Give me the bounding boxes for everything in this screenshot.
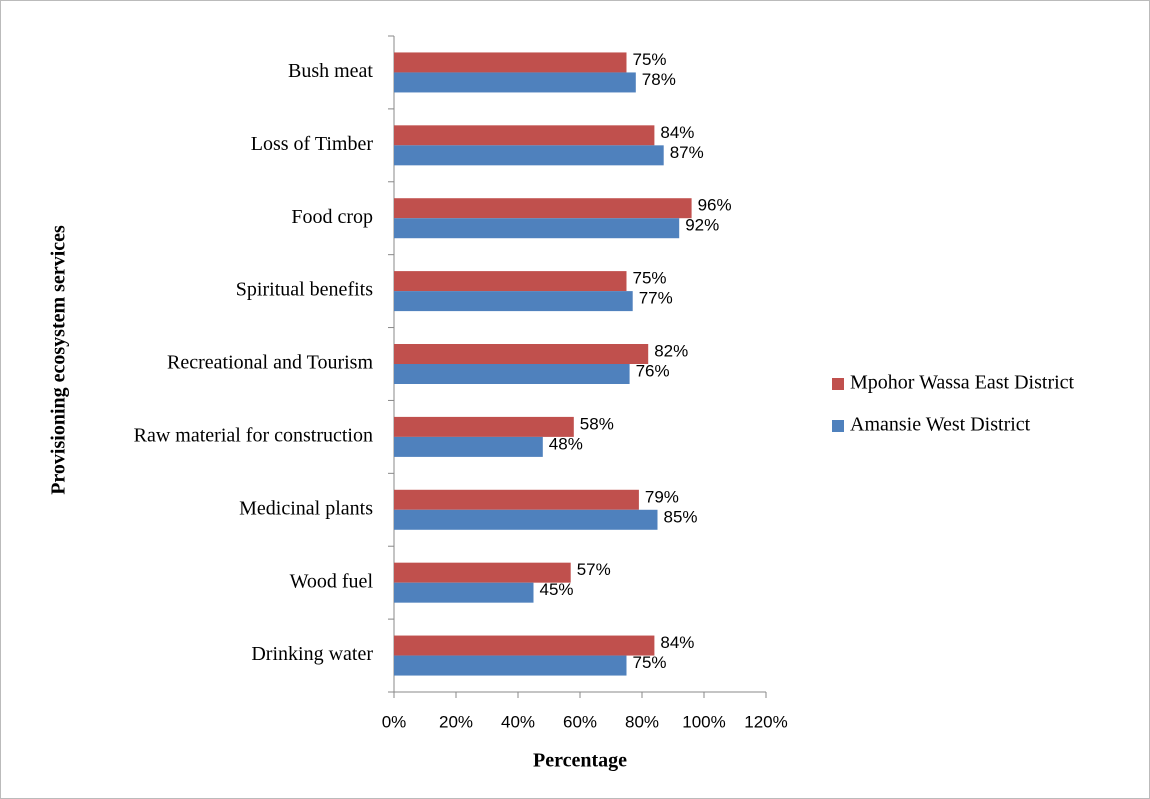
bar [394,562,571,583]
bar [394,582,534,603]
x-axis-label: Percentage [533,750,627,772]
value-label: 76% [636,361,670,380]
value-label: 78% [642,70,676,89]
x-tick-label: 40% [501,712,535,731]
y-tick-label: Raw material for construction [134,424,373,446]
value-label: 75% [633,653,667,672]
x-tick-label: 100% [682,712,725,731]
value-label: 48% [549,434,583,453]
y-tick-label: Loss of Timber [251,133,374,155]
bar [394,145,664,166]
y-tick-label: Food crop [291,206,373,228]
x-tick-label: 60% [563,712,597,731]
y-tick-label: Medicinal plants [239,497,373,519]
value-label: 75% [633,269,667,288]
x-tick-label: 20% [439,712,473,731]
y-axis-label: Provisioning ecosystem services [48,225,70,495]
bar [394,198,692,219]
bar [394,72,636,93]
bar [394,344,649,364]
bar [394,655,627,676]
legend-label: Amansie West District [850,414,1031,436]
value-label: 96% [698,196,732,215]
value-label: 58% [580,414,614,433]
y-tick-label: Wood fuel [290,570,374,592]
value-label: 92% [685,216,719,235]
y-tick-label: Bush meat [288,60,373,82]
bar [394,509,658,530]
value-label: 79% [645,487,679,506]
value-label: 77% [639,289,673,308]
bar [394,489,639,510]
bar [394,364,630,384]
bar [394,635,655,656]
value-label: 45% [540,580,574,599]
bar [394,218,680,239]
x-tick-label: 0% [382,712,407,731]
bar [394,125,655,146]
value-label: 87% [670,143,704,162]
y-tick-label: Spiritual benefits [236,279,373,301]
value-label: 85% [664,507,698,526]
legend-swatch [832,378,844,390]
value-label: 57% [577,560,611,579]
bar [394,271,627,292]
value-label: 75% [633,50,667,69]
legend-swatch [832,420,844,432]
bar [394,416,574,437]
value-label: 84% [660,633,694,652]
x-tick-label: 120% [744,712,787,731]
value-label: 84% [660,123,694,142]
bar [394,436,543,457]
legend-label: Mpohor Wassa East District [850,372,1075,394]
y-tick-label: Recreational and Tourism [167,352,373,374]
x-tick-label: 80% [625,712,659,731]
bar [394,291,633,312]
y-tick-label: Drinking water [251,643,373,665]
value-label: 82% [654,341,688,360]
bar [394,52,627,73]
